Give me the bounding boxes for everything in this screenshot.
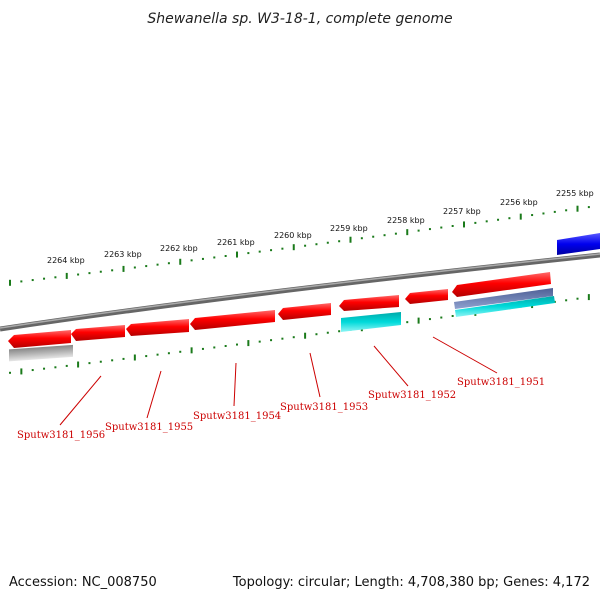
forward-strand-features <box>557 233 600 255</box>
leader-line-1954 <box>233 362 237 407</box>
feature-gray[interactable] <box>9 344 73 362</box>
gene-arrow-1956[interactable] <box>8 330 71 348</box>
leader-line-1956 <box>59 375 102 426</box>
gene-label-1954[interactable]: Sputw3181_1954 <box>193 411 281 422</box>
gene-label-1956[interactable]: Sputw3181_1956 <box>17 430 105 441</box>
map-title: Shewanella sp. W3-18-1, complete genome <box>147 11 452 27</box>
scale-labels: 2264 kbp 2263 kbp 2262 kbp 2261 kbp 2260… <box>47 189 594 265</box>
scale-label: 2255 kbp <box>556 189 594 198</box>
gene-arrow-1953[interactable] <box>278 303 331 320</box>
scale-label: 2256 kbp <box>500 198 538 207</box>
leader-line-1953 <box>309 352 321 398</box>
scale-label: 2260 kbp <box>274 231 312 240</box>
feature-cyan-1952[interactable] <box>341 312 401 332</box>
secondary-features <box>9 288 555 362</box>
gene-leader-lines <box>59 336 498 426</box>
scale-label: 2259 kbp <box>330 224 368 233</box>
gene-label-1953[interactable]: Sputw3181_1953 <box>280 402 368 413</box>
leader-line-1951 <box>432 336 498 374</box>
reverse-strand-genes <box>8 272 551 348</box>
upper-scale-ticks <box>9 205 590 286</box>
gene-label-1952[interactable]: Sputw3181_1952 <box>368 390 456 401</box>
genome-summary-text: Topology: circular; Length: 4,708,380 bp… <box>232 575 590 590</box>
scale-label: 2261 kbp <box>217 238 255 247</box>
gene-arrow-1951a[interactable] <box>405 289 448 304</box>
gene-arrow-1954a[interactable] <box>126 319 189 336</box>
scale-label: 2262 kbp <box>160 244 198 253</box>
gene-arrow-1952[interactable] <box>339 295 399 311</box>
scale-label: 2263 kbp <box>104 250 142 259</box>
genome-backbone <box>0 252 600 332</box>
gene-arrow-1955[interactable] <box>71 325 125 341</box>
scale-label: 2264 kbp <box>47 256 85 265</box>
feature-cyan-1951[interactable] <box>455 296 555 317</box>
genome-backbone-highlight <box>0 253 600 329</box>
gene-arrow-1954b[interactable] <box>190 310 275 330</box>
leader-line-1955 <box>146 370 162 419</box>
gene-arrow-1951b[interactable] <box>452 272 551 297</box>
leader-line-1952 <box>373 345 409 387</box>
gene-label-1955[interactable]: Sputw3181_1955 <box>105 422 193 433</box>
accession-text: Accession: NC_008750 <box>9 575 157 590</box>
scale-label: 2257 kbp <box>443 207 481 216</box>
gene-labels: Sputw3181_1956 Sputw3181_1955 Sputw3181_… <box>17 377 545 441</box>
feature-slate-1951[interactable] <box>454 288 553 309</box>
gene-label-1951[interactable]: Sputw3181_1951 <box>457 377 545 388</box>
scale-label: 2258 kbp <box>387 216 425 225</box>
gene-arrow-blue[interactable] <box>557 233 600 255</box>
